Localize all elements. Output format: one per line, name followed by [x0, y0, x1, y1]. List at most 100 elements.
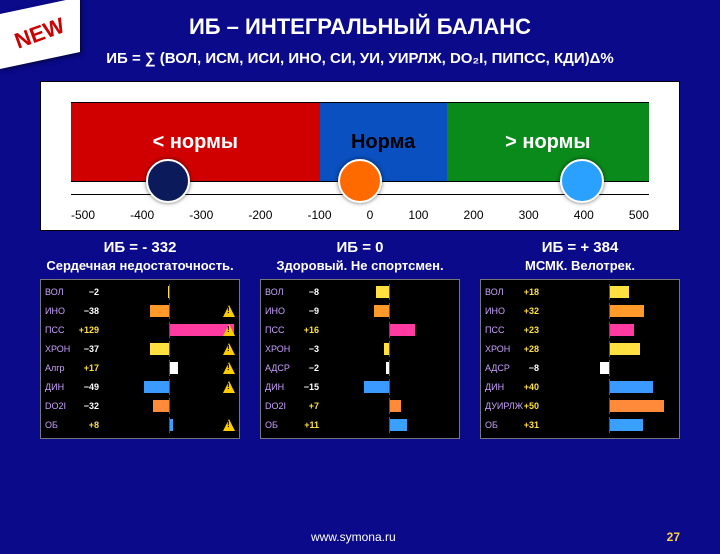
row-bar [609, 400, 664, 412]
row-bar [144, 381, 169, 393]
row-bar [150, 343, 169, 355]
chart-marker [560, 159, 604, 203]
warning-icon [223, 362, 235, 374]
row-label: ИНО [265, 306, 291, 316]
row-bar [153, 400, 169, 412]
row-label: ИНО [45, 306, 71, 316]
row-label: ПСС [265, 325, 291, 335]
axis-tick: -400 [130, 208, 154, 222]
data-row: DO2I+7 [265, 397, 455, 414]
row-bar-wrap [543, 286, 675, 298]
data-row: ПСС+16 [265, 321, 455, 338]
row-label: ХРОН [485, 344, 511, 354]
row-label: ХРОН [45, 344, 71, 354]
panel-titles: ИБ = - 332Сердечная недостаточность. ИБ =… [40, 239, 680, 273]
data-row: ДИН−49 [45, 378, 235, 395]
main-chart: < нормыНорма> нормы -500-400-300-200-100… [40, 81, 680, 231]
row-value: +50 [511, 401, 539, 411]
row-bar-wrap [323, 305, 455, 317]
data-row: ИНО−9 [265, 302, 455, 319]
data-row: ХРОН+28 [485, 340, 675, 357]
axis-tick: 0 [367, 208, 374, 222]
axis-tick: 300 [519, 208, 539, 222]
row-value: −32 [71, 401, 99, 411]
row-value: +16 [291, 325, 319, 335]
data-row: ИНО−38 [45, 302, 235, 319]
footer-url: www.symona.ru [40, 530, 667, 544]
zone-label: Норма [351, 131, 415, 154]
row-bar-wrap [323, 381, 455, 393]
page-number: 27 [667, 530, 680, 544]
row-value: +40 [511, 382, 539, 392]
row-label: ДИН [485, 382, 511, 392]
row-bar-wrap [323, 286, 455, 298]
row-label: ОБ [485, 420, 511, 430]
row-bar-wrap [323, 362, 455, 374]
warning-icon [223, 381, 235, 393]
row-bar [389, 400, 401, 412]
warning-icon [223, 305, 235, 317]
data-panel: ВОЛ−2ИНО−38ПСС+129ХРОН−37Алгр+17ДИН−49DO… [40, 279, 240, 439]
zone-label: < нормы [153, 131, 238, 154]
warning-icon [223, 324, 235, 336]
panels: ВОЛ−2ИНО−38ПСС+129ХРОН−37Алгр+17ДИН−49DO… [40, 279, 680, 439]
data-row: DO2I−32 [45, 397, 235, 414]
panel-desc: МСМК. Велотрек. [480, 258, 680, 273]
panel-header: ИБ = 0Здоровый. Не спортсмен. [260, 239, 460, 273]
row-value: −2 [291, 363, 319, 373]
data-row: Алгр+17 [45, 359, 235, 376]
data-row: ПСС+129 [45, 321, 235, 338]
data-row: ОБ+8 [45, 416, 235, 433]
row-label: ХРОН [265, 344, 291, 354]
row-bar [364, 381, 389, 393]
row-bar-wrap [103, 343, 235, 355]
row-bar [609, 324, 634, 336]
zone: > нормы [447, 103, 649, 181]
row-bar-wrap [103, 286, 235, 298]
row-bar-wrap [103, 324, 235, 336]
row-label: ОБ [45, 420, 71, 430]
row-label: ВОЛ [485, 287, 511, 297]
axis-tick: -300 [189, 208, 213, 222]
data-row: ДИН−15 [265, 378, 455, 395]
row-bar-wrap [543, 419, 675, 431]
axis-tick: 500 [629, 208, 649, 222]
slide-header: ИБ – ИНТЕГРАЛЬНЫЙ БАЛАНС [0, 14, 720, 40]
row-value: −8 [511, 363, 539, 373]
row-value: −9 [291, 306, 319, 316]
row-value: −38 [71, 306, 99, 316]
row-value: −8 [291, 287, 319, 297]
row-bar [389, 324, 415, 336]
data-row: ОБ+31 [485, 416, 675, 433]
axis-tick: -500 [71, 208, 95, 222]
row-bar-wrap [323, 400, 455, 412]
panel-header: ИБ = - 332Сердечная недостаточность. [40, 239, 240, 273]
row-bar [169, 362, 178, 374]
row-bar-wrap [323, 343, 455, 355]
data-row: ВОЛ−2 [45, 283, 235, 300]
row-label: ОБ [265, 420, 291, 430]
row-value: +32 [511, 306, 539, 316]
data-panel: ВОЛ−8ИНО−9ПСС+16ХРОН−3АДСР−2ДИН−15DO2I+7… [260, 279, 460, 439]
row-value: +8 [71, 420, 99, 430]
row-bar-wrap [103, 381, 235, 393]
data-row: ВОЛ+18 [485, 283, 675, 300]
formula: ИБ = ∑ (ВОЛ, ИСМ, ИСИ, ИНО, СИ, УИ, УИРЛ… [0, 50, 720, 67]
panel-desc: Сердечная недостаточность. [40, 258, 240, 273]
row-label: ИНО [485, 306, 511, 316]
row-label: ДУИРЛЖ [485, 401, 511, 411]
row-bar-wrap [323, 324, 455, 336]
row-bar-wrap [543, 362, 675, 374]
row-bar [609, 419, 643, 431]
row-value: −37 [71, 344, 99, 354]
row-bar [374, 305, 389, 317]
data-row: АДСР−2 [265, 359, 455, 376]
row-label: ВОЛ [265, 287, 291, 297]
data-row: ХРОН−3 [265, 340, 455, 357]
slide-title: ИБ – ИНТЕГРАЛЬНЫЙ БАЛАНС [0, 14, 720, 40]
row-label: АДСР [265, 363, 291, 373]
row-value: +129 [71, 325, 99, 335]
row-label: ПСС [45, 325, 71, 335]
data-row: ДИН+40 [485, 378, 675, 395]
row-label: ВОЛ [45, 287, 71, 297]
